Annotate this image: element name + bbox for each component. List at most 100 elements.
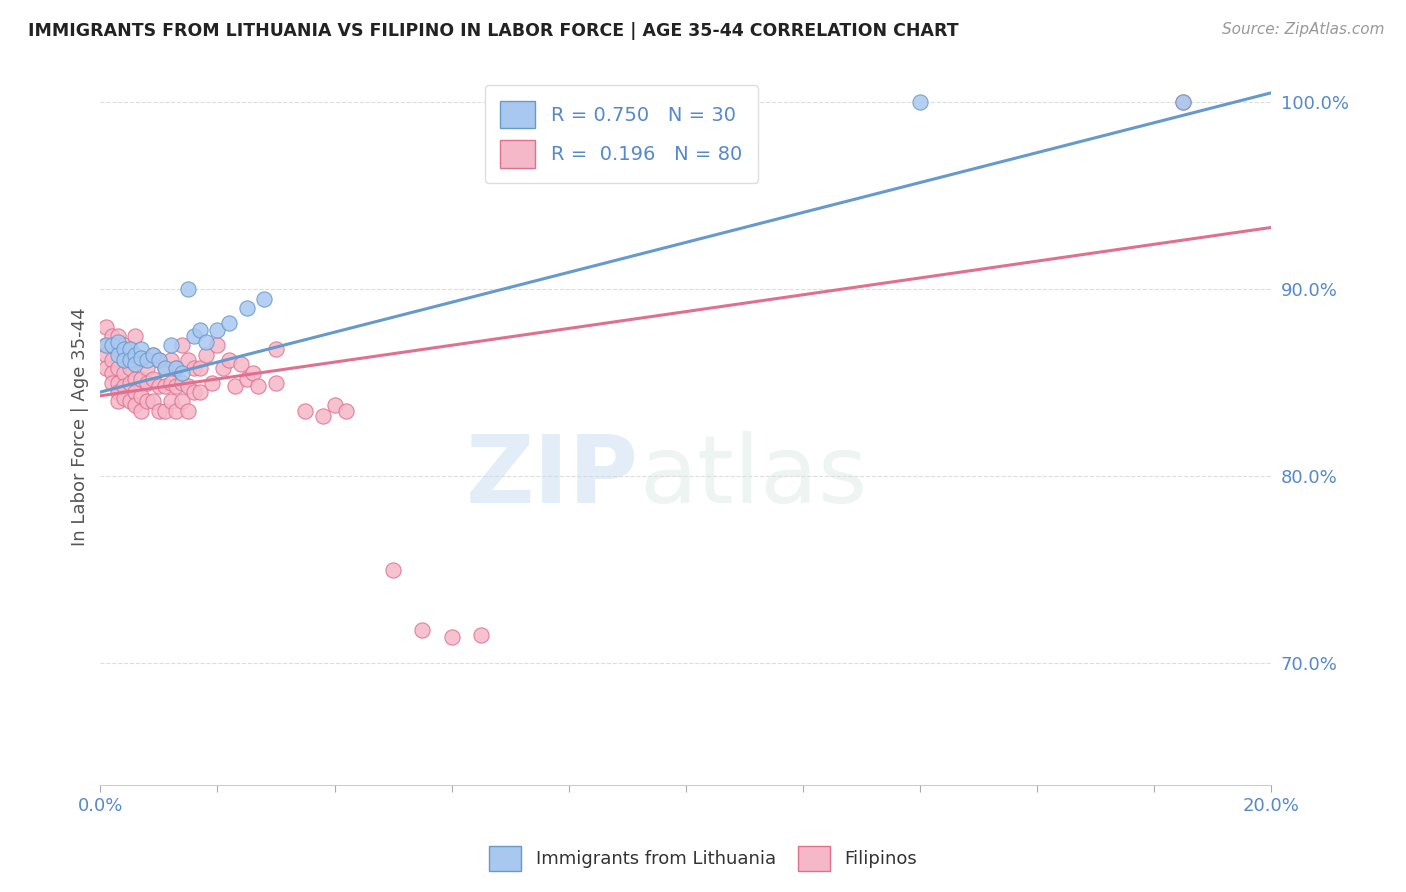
Point xyxy=(188,323,211,337)
Point xyxy=(124,372,146,386)
Point xyxy=(136,353,159,368)
Point xyxy=(177,353,200,368)
Point xyxy=(165,360,187,375)
Point xyxy=(153,360,176,375)
Point xyxy=(118,342,141,356)
Point xyxy=(131,353,153,368)
Point xyxy=(242,367,264,381)
Point xyxy=(675,108,697,122)
Point xyxy=(101,338,124,352)
Point xyxy=(218,316,240,330)
Point xyxy=(107,348,129,362)
Point xyxy=(131,389,153,403)
Point xyxy=(229,357,252,371)
Point xyxy=(131,403,153,417)
Point xyxy=(177,282,200,296)
Point xyxy=(142,348,165,362)
Point xyxy=(183,385,205,400)
Point xyxy=(107,385,129,400)
Point xyxy=(159,376,181,390)
Point xyxy=(131,351,153,366)
Point xyxy=(294,403,316,417)
Y-axis label: In Labor Force | Age 35-44: In Labor Force | Age 35-44 xyxy=(72,308,89,546)
Point xyxy=(172,394,194,409)
Point xyxy=(382,563,405,577)
Point xyxy=(96,348,118,362)
Point xyxy=(212,360,235,375)
Text: IMMIGRANTS FROM LITHUANIA VS FILIPINO IN LABOR FORCE | AGE 35-44 CORRELATION CHA: IMMIGRANTS FROM LITHUANIA VS FILIPINO IN… xyxy=(28,22,959,40)
Point xyxy=(112,342,135,356)
Point xyxy=(131,342,153,356)
Point xyxy=(1173,95,1195,110)
Point xyxy=(96,338,118,352)
Point xyxy=(264,342,287,356)
Point xyxy=(194,348,217,362)
Point xyxy=(323,398,346,412)
Point xyxy=(136,376,159,390)
Point xyxy=(470,628,492,642)
Point xyxy=(112,353,135,368)
Point xyxy=(136,394,159,409)
Point xyxy=(207,323,229,337)
Point xyxy=(124,385,146,400)
Point xyxy=(142,372,165,386)
Point xyxy=(124,357,146,371)
Point xyxy=(107,376,129,390)
Point xyxy=(136,360,159,375)
Text: Source: ZipAtlas.com: Source: ZipAtlas.com xyxy=(1222,22,1385,37)
Point xyxy=(118,376,141,390)
Point xyxy=(312,409,335,424)
Point xyxy=(107,334,129,349)
Point xyxy=(124,398,146,412)
Point xyxy=(153,379,176,393)
Point xyxy=(148,353,170,368)
Point xyxy=(247,379,270,393)
Point xyxy=(177,379,200,393)
Point xyxy=(118,353,141,368)
Point xyxy=(118,342,141,356)
Point xyxy=(440,630,463,644)
Point xyxy=(112,391,135,405)
Point xyxy=(142,348,165,362)
Point xyxy=(118,360,141,375)
Text: ZIP: ZIP xyxy=(465,431,638,523)
Point xyxy=(207,338,229,352)
Point xyxy=(131,372,153,386)
Point xyxy=(112,367,135,381)
Point xyxy=(235,372,257,386)
Point xyxy=(148,379,170,393)
Point xyxy=(118,394,141,409)
Point xyxy=(159,338,181,352)
Point xyxy=(172,338,194,352)
Point xyxy=(159,353,181,368)
Point xyxy=(101,367,124,381)
Point xyxy=(107,360,129,375)
Point xyxy=(148,353,170,368)
Point xyxy=(188,360,211,375)
Point xyxy=(194,334,217,349)
Legend: Immigrants from Lithuania, Filipinos: Immigrants from Lithuania, Filipinos xyxy=(482,838,924,879)
Point xyxy=(96,338,118,352)
Point xyxy=(101,353,124,368)
Point xyxy=(235,301,257,315)
Point xyxy=(172,367,194,381)
Point xyxy=(1173,95,1195,110)
Point xyxy=(112,338,135,352)
Point xyxy=(96,319,118,334)
Point xyxy=(335,403,357,417)
Point xyxy=(153,360,176,375)
Point xyxy=(112,379,135,393)
Point xyxy=(224,379,246,393)
Text: atlas: atlas xyxy=(638,431,868,523)
Point xyxy=(124,329,146,343)
Point xyxy=(177,403,200,417)
Point xyxy=(124,353,146,368)
Point xyxy=(101,329,124,343)
Point xyxy=(908,95,931,110)
Point xyxy=(165,379,187,393)
Point xyxy=(165,360,187,375)
Point xyxy=(172,376,194,390)
Legend: R = 0.750   N = 30, R =  0.196   N = 80: R = 0.750 N = 30, R = 0.196 N = 80 xyxy=(485,86,758,183)
Point xyxy=(112,353,135,368)
Point xyxy=(107,329,129,343)
